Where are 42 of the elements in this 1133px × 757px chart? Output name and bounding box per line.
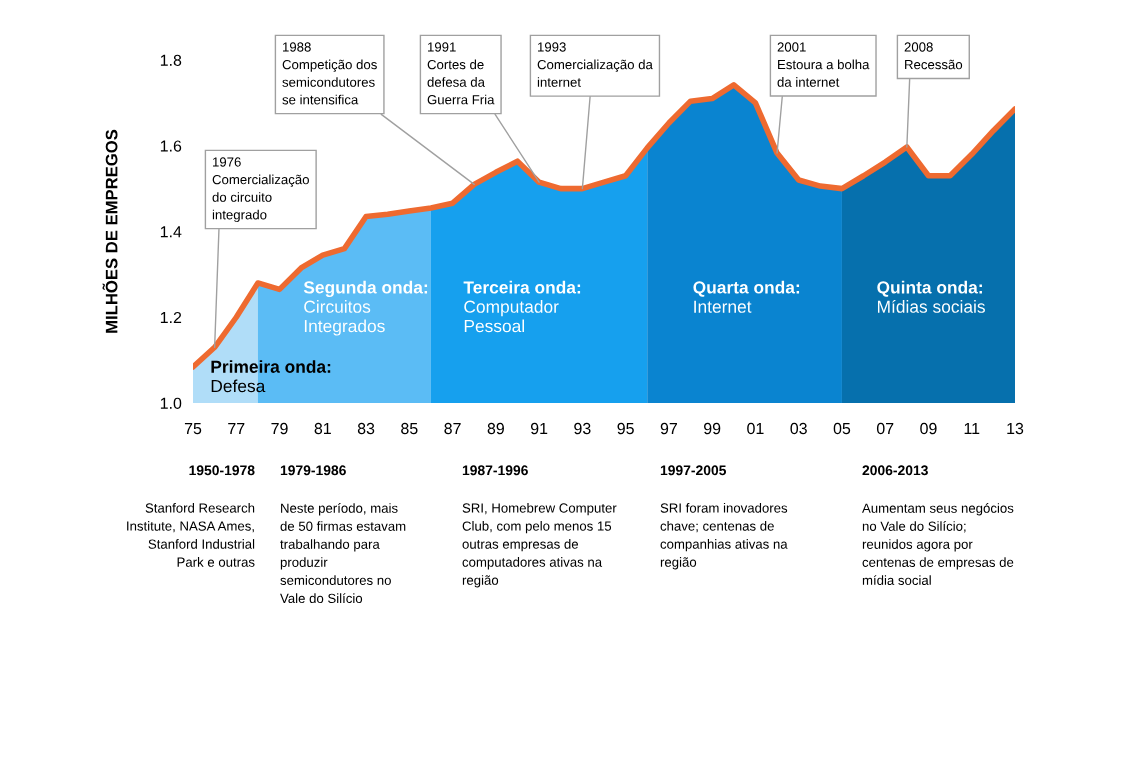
y-tick-label: 1.4 — [160, 226, 182, 238]
x-tick-label: 09 — [920, 422, 937, 435]
text: 1979-1986 Neste período, mais de 50 firmas estavam trabalhando para produzir semicondutores no Vale do Silício — [280, 465, 406, 604]
x-tick-label: 77 — [228, 423, 245, 435]
x-tick-label: 83 — [357, 422, 375, 435]
y-tick-label: 1.8 — [160, 54, 182, 66]
annotation: 1976 Comercialização do circuito integrado — [212, 157, 309, 223]
series-label: Terceira onda: Computador Pessoal — [463, 280, 581, 333]
text: 2006-2013 Aumentam seus negócios no Vale do Silício; reunidos agora por centenas de empresas de mídia social — [862, 465, 1014, 585]
annotation: 2008 Recessão — [904, 42, 963, 70]
y-axis-title: MILHÕES DE EMPREGOS — [102, 129, 118, 333]
series-label: Quinta onda: Mídias sociais — [877, 280, 985, 313]
y-tick-label: 1.2 — [160, 311, 182, 324]
x-tick-label: 75 — [184, 423, 202, 435]
x-tick-label: 99 — [704, 422, 721, 435]
annotation: 2001 Estoura a bolha da internet — [777, 42, 870, 87]
series-label: Quarta onda: Internet — [693, 280, 800, 313]
text: 1987-1996 SRI, Homebrew Computer Club, com pelo menos 15 outras empresas de computadores ativas na região — [462, 465, 617, 588]
text: 1950-1978 Stanford Research Institute, NASA Ames, Stanford Industrial Park e outras — [127, 465, 255, 567]
text: 1997-2005 SRI foram inovadores chave; centenas de companhias ativas na região — [660, 465, 788, 570]
annotation: 1993 Comercialização da internet — [537, 42, 653, 87]
series-label: Primeira onda: Defesa — [211, 360, 331, 393]
y-tick-label: 1.0 — [160, 397, 182, 409]
series-label: Segunda onda: Circuitos Integrados — [303, 280, 428, 336]
x-tick-label: 93 — [574, 422, 591, 435]
x-tick-label: 87 — [444, 422, 461, 435]
annotation: 1988 Competição dos semicondutores se intensifica — [282, 42, 377, 105]
x-tick-label: 81 — [314, 422, 331, 435]
x-tick-label: 05 — [833, 422, 851, 435]
x-tick-label: 85 — [401, 422, 418, 435]
x-tick-label: 11 — [964, 423, 980, 435]
x-tick-label: 97 — [660, 422, 677, 435]
annotation: 1991 Cortes de defesa da Guerra Fria — [427, 42, 495, 105]
y-tick-label: 1.6 — [160, 140, 182, 152]
x-tick-label: 01 — [747, 422, 764, 435]
x-tick-label: 95 — [617, 422, 634, 435]
x-tick-label: 91 — [530, 422, 548, 435]
x-tick-label: 79 — [271, 422, 288, 435]
x-tick-label: 89 — [487, 422, 504, 435]
x-tick-label: 07 — [876, 422, 894, 435]
x-tick-label: 13 — [1007, 422, 1024, 435]
x-tick-label: 03 — [790, 422, 807, 435]
